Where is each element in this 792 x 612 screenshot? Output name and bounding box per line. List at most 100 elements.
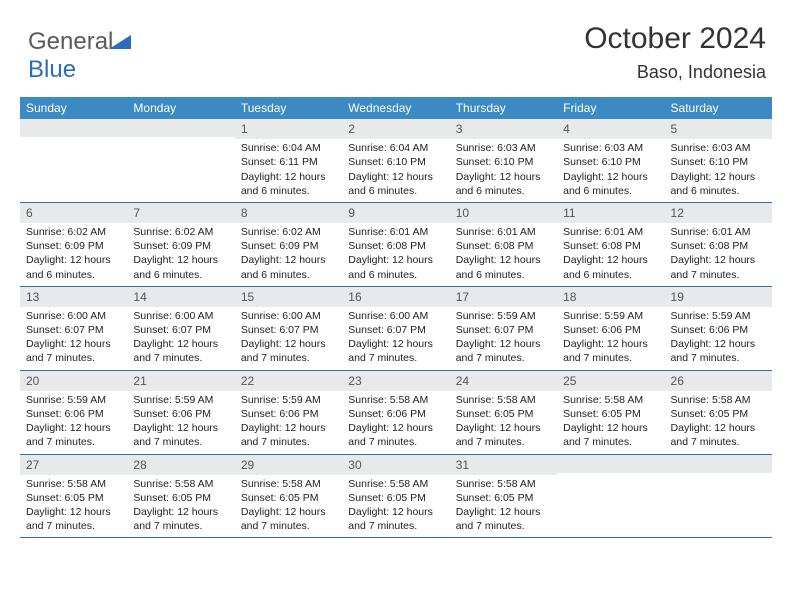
day-number: 22: [235, 371, 342, 391]
sunrise-text: Sunrise: 6:01 AM: [348, 225, 443, 239]
sunset-text: Sunset: 6:08 PM: [563, 239, 658, 253]
sunset-text: Sunset: 6:08 PM: [671, 239, 766, 253]
sunrise-text: Sunrise: 6:02 AM: [133, 225, 228, 239]
day-cell: [20, 119, 127, 202]
day-header: Friday: [557, 97, 664, 119]
sunrise-text: Sunrise: 6:00 AM: [26, 309, 121, 323]
day-number: 18: [557, 287, 664, 307]
day-cell: [127, 119, 234, 202]
sunrise-text: Sunrise: 5:58 AM: [671, 393, 766, 407]
daylight-text: Daylight: 12 hours and 7 minutes.: [348, 505, 443, 533]
sunset-text: Sunset: 6:10 PM: [671, 155, 766, 169]
daylight-text: Daylight: 12 hours and 7 minutes.: [241, 337, 336, 365]
sunset-text: Sunset: 6:05 PM: [671, 407, 766, 421]
sunset-text: Sunset: 6:06 PM: [671, 323, 766, 337]
sunset-text: Sunset: 6:05 PM: [456, 407, 551, 421]
sunrise-text: Sunrise: 6:01 AM: [563, 225, 658, 239]
day-cell: 9Sunrise: 6:01 AMSunset: 6:08 PMDaylight…: [342, 203, 449, 286]
brand-text-1: General: [28, 28, 113, 55]
sunset-text: Sunset: 6:05 PM: [563, 407, 658, 421]
sunrise-text: Sunrise: 5:59 AM: [26, 393, 121, 407]
daylight-text: Daylight: 12 hours and 7 minutes.: [563, 337, 658, 365]
day-number: 27: [20, 455, 127, 475]
sunrise-text: Sunrise: 6:03 AM: [563, 141, 658, 155]
calendar: Sunday Monday Tuesday Wednesday Thursday…: [20, 97, 772, 538]
daylight-text: Daylight: 12 hours and 7 minutes.: [671, 337, 766, 365]
day-cell: 31Sunrise: 5:58 AMSunset: 6:05 PMDayligh…: [450, 455, 557, 538]
day-header: Tuesday: [235, 97, 342, 119]
day-details: Sunrise: 6:01 AMSunset: 6:08 PMDaylight:…: [450, 223, 557, 286]
day-cell: 21Sunrise: 5:59 AMSunset: 6:06 PMDayligh…: [127, 371, 234, 454]
sunrise-text: Sunrise: 5:58 AM: [241, 477, 336, 491]
sunrise-text: Sunrise: 6:04 AM: [348, 141, 443, 155]
sunset-text: Sunset: 6:10 PM: [456, 155, 551, 169]
daylight-text: Daylight: 12 hours and 7 minutes.: [241, 505, 336, 533]
sunset-text: Sunset: 6:08 PM: [348, 239, 443, 253]
day-header: Sunday: [20, 97, 127, 119]
brand-logo: General Blue: [28, 28, 131, 84]
sunset-text: Sunset: 6:10 PM: [563, 155, 658, 169]
daylight-text: Daylight: 12 hours and 7 minutes.: [456, 337, 551, 365]
week-row: 1Sunrise: 6:04 AMSunset: 6:11 PMDaylight…: [20, 119, 772, 203]
daylight-text: Daylight: 12 hours and 7 minutes.: [456, 421, 551, 449]
sunrise-text: Sunrise: 5:59 AM: [456, 309, 551, 323]
location-label: Baso, Indonesia: [20, 62, 766, 83]
sunrise-text: Sunrise: 6:04 AM: [241, 141, 336, 155]
day-cell: 30Sunrise: 5:58 AMSunset: 6:05 PMDayligh…: [342, 455, 449, 538]
sunset-text: Sunset: 6:05 PM: [241, 491, 336, 505]
day-number: [665, 455, 772, 473]
daylight-text: Daylight: 12 hours and 6 minutes.: [348, 253, 443, 281]
sunrise-text: Sunrise: 6:01 AM: [456, 225, 551, 239]
daylight-text: Daylight: 12 hours and 6 minutes.: [26, 253, 121, 281]
day-number: 10: [450, 203, 557, 223]
week-row: 13Sunrise: 6:00 AMSunset: 6:07 PMDayligh…: [20, 287, 772, 371]
day-number: [557, 455, 664, 473]
day-details: Sunrise: 5:58 AMSunset: 6:05 PMDaylight:…: [127, 475, 234, 538]
sunrise-text: Sunrise: 5:58 AM: [348, 393, 443, 407]
day-number: 11: [557, 203, 664, 223]
sunset-text: Sunset: 6:11 PM: [241, 155, 336, 169]
daylight-text: Daylight: 12 hours and 7 minutes.: [26, 421, 121, 449]
daylight-text: Daylight: 12 hours and 7 minutes.: [133, 337, 228, 365]
day-number: 7: [127, 203, 234, 223]
day-cell: 27Sunrise: 5:58 AMSunset: 6:05 PMDayligh…: [20, 455, 127, 538]
daylight-text: Daylight: 12 hours and 6 minutes.: [456, 253, 551, 281]
day-details: Sunrise: 5:59 AMSunset: 6:06 PMDaylight:…: [665, 307, 772, 370]
day-cell: 17Sunrise: 5:59 AMSunset: 6:07 PMDayligh…: [450, 287, 557, 370]
sunset-text: Sunset: 6:06 PM: [563, 323, 658, 337]
daylight-text: Daylight: 12 hours and 6 minutes.: [241, 170, 336, 198]
day-number: 23: [342, 371, 449, 391]
brand-triangle-icon: [109, 35, 131, 51]
day-details: Sunrise: 5:58 AMSunset: 6:06 PMDaylight:…: [342, 391, 449, 454]
daylight-text: Daylight: 12 hours and 7 minutes.: [671, 253, 766, 281]
day-cell: 10Sunrise: 6:01 AMSunset: 6:08 PMDayligh…: [450, 203, 557, 286]
day-number: 21: [127, 371, 234, 391]
sunrise-text: Sunrise: 5:58 AM: [26, 477, 121, 491]
day-cell: 15Sunrise: 6:00 AMSunset: 6:07 PMDayligh…: [235, 287, 342, 370]
day-number: 15: [235, 287, 342, 307]
day-cell: 7Sunrise: 6:02 AMSunset: 6:09 PMDaylight…: [127, 203, 234, 286]
sunrise-text: Sunrise: 5:58 AM: [456, 393, 551, 407]
day-cell: 23Sunrise: 5:58 AMSunset: 6:06 PMDayligh…: [342, 371, 449, 454]
day-details: Sunrise: 5:58 AMSunset: 6:05 PMDaylight:…: [235, 475, 342, 538]
sunset-text: Sunset: 6:06 PM: [241, 407, 336, 421]
day-cell: 6Sunrise: 6:02 AMSunset: 6:09 PMDaylight…: [20, 203, 127, 286]
daylight-text: Daylight: 12 hours and 7 minutes.: [241, 421, 336, 449]
day-cell: 24Sunrise: 5:58 AMSunset: 6:05 PMDayligh…: [450, 371, 557, 454]
sunset-text: Sunset: 6:07 PM: [348, 323, 443, 337]
day-number: 26: [665, 371, 772, 391]
day-details: Sunrise: 5:59 AMSunset: 6:06 PMDaylight:…: [235, 391, 342, 454]
day-cell: 14Sunrise: 6:00 AMSunset: 6:07 PMDayligh…: [127, 287, 234, 370]
day-details: Sunrise: 6:02 AMSunset: 6:09 PMDaylight:…: [127, 223, 234, 286]
sunrise-text: Sunrise: 6:01 AM: [671, 225, 766, 239]
daylight-text: Daylight: 12 hours and 7 minutes.: [133, 505, 228, 533]
sunrise-text: Sunrise: 6:00 AM: [133, 309, 228, 323]
day-number: 31: [450, 455, 557, 475]
daylight-text: Daylight: 12 hours and 6 minutes.: [133, 253, 228, 281]
sunrise-text: Sunrise: 5:58 AM: [456, 477, 551, 491]
day-number: 16: [342, 287, 449, 307]
day-header-row: Sunday Monday Tuesday Wednesday Thursday…: [20, 97, 772, 119]
day-details: Sunrise: 6:03 AMSunset: 6:10 PMDaylight:…: [665, 139, 772, 202]
day-details: Sunrise: 5:59 AMSunset: 6:06 PMDaylight:…: [557, 307, 664, 370]
week-row: 6Sunrise: 6:02 AMSunset: 6:09 PMDaylight…: [20, 203, 772, 287]
